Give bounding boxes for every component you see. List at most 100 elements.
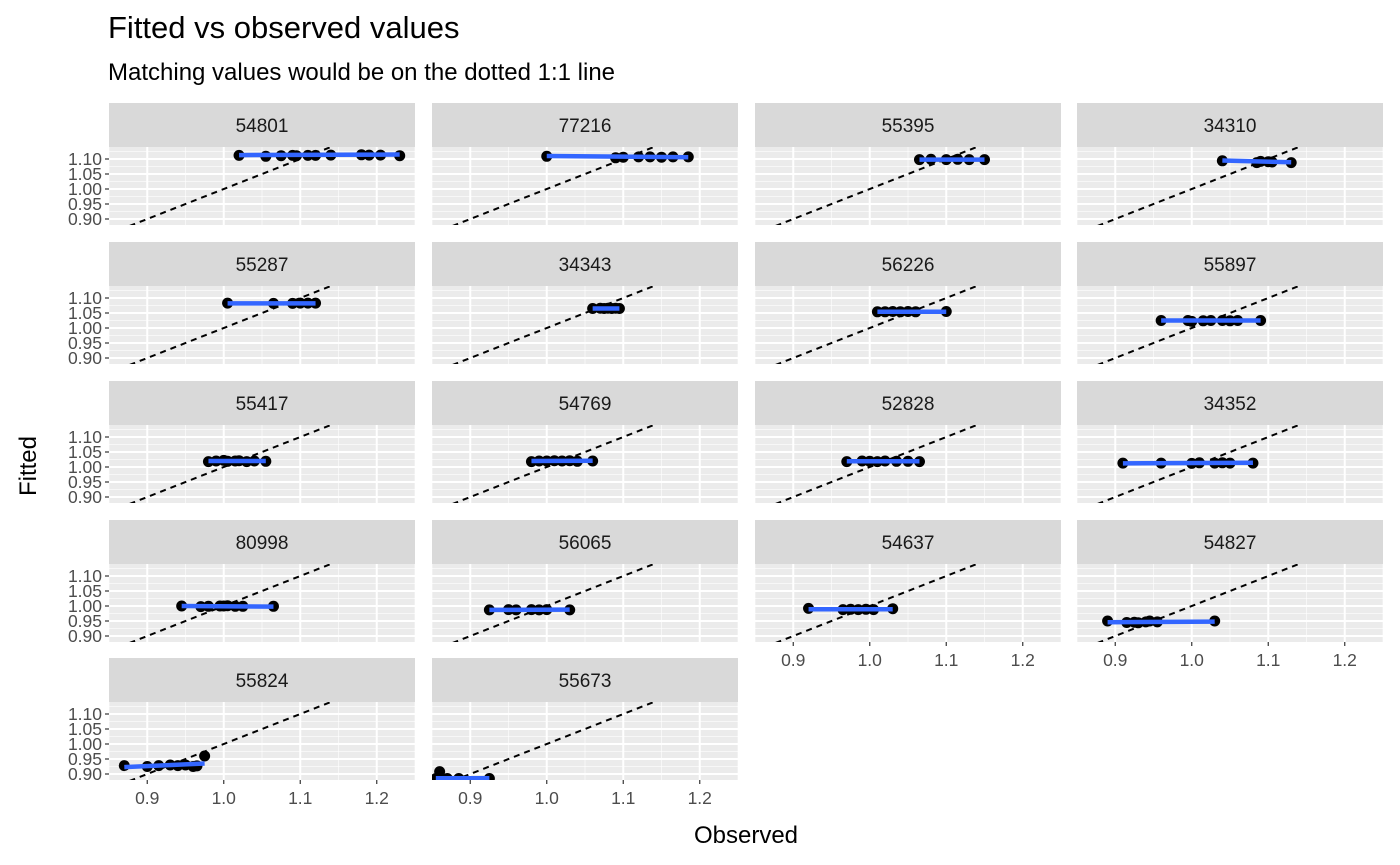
x-tick-label: 1.1 (1256, 650, 1280, 670)
facet-strip (432, 658, 738, 702)
facet-panel: 54827 0.9 1.0 1.1 1.2 (1076, 520, 1384, 670)
facet-label: 55417 (236, 394, 289, 415)
y-tick-label: 1.05 (68, 303, 102, 323)
facet-label: 80998 (236, 533, 289, 554)
x-tick-label: 1.0 (212, 788, 237, 808)
facet-label: 34310 (1204, 116, 1257, 137)
x-tick-label: 1.0 (1180, 650, 1205, 670)
facet-strip (109, 381, 415, 425)
y-tick-label: 1.05 (68, 719, 102, 739)
x-tick-label: 1.1 (611, 788, 635, 808)
y-axis-title: Fitted (15, 436, 42, 496)
facet-panel: 77216 (431, 103, 739, 225)
facet-label: 52828 (882, 394, 935, 415)
facet-label: 56226 (882, 255, 935, 276)
facet-strip (755, 242, 1061, 286)
fit-line (1122, 460, 1253, 466)
chart-title: Fitted vs observed values (108, 10, 460, 45)
x-tick-label: 1.1 (288, 788, 312, 808)
x-tick-label: 1.2 (1011, 650, 1035, 670)
facet-panel: 55897 (1076, 242, 1384, 364)
y-tick-label: 1.00 (68, 596, 102, 616)
facet-panel: 34310 (1076, 103, 1384, 225)
facet-strip (1077, 242, 1383, 286)
fit-line (1107, 619, 1215, 625)
x-tick-label: 1.2 (688, 788, 712, 808)
facet-panel: 80998 0.900.951.001.051.10 (68, 520, 416, 646)
facet-label: 77216 (559, 116, 612, 137)
facet-data (452, 147, 694, 225)
y-tick-label: 0.90 (68, 626, 102, 646)
facet-strip (109, 242, 415, 286)
y-tick-label: 0.95 (68, 194, 102, 214)
facet-data (775, 147, 990, 225)
facet-panel: 52828 (754, 381, 1062, 503)
facet-strip (1077, 520, 1383, 564)
facet-label: 55897 (1204, 255, 1257, 276)
fit-line (1222, 158, 1292, 165)
y-tick-label: 1.00 (68, 318, 102, 338)
facet-strip (109, 520, 415, 564)
data-point (434, 766, 446, 778)
y-tick-label: 1.05 (68, 442, 102, 462)
facet-label: 54637 (882, 533, 935, 554)
x-axis-title: Observed (694, 822, 798, 849)
y-tick-label: 0.90 (68, 487, 102, 507)
facet-data (1097, 425, 1302, 503)
facet-data (129, 425, 334, 503)
facet-label: 55673 (559, 671, 612, 692)
facet-strip (1077, 381, 1383, 425)
x-tick-label: 1.1 (934, 650, 958, 670)
fit-line (239, 152, 400, 158)
facet-strip (755, 103, 1061, 147)
chart-subtitle: Matching values would be on the dotted 1… (108, 59, 615, 86)
facet-data (775, 286, 980, 364)
y-tick-label: 0.95 (68, 333, 102, 353)
facet-strip (755, 381, 1061, 425)
facet-label: 55824 (236, 671, 289, 692)
facet-panel: 55287 0.900.951.001.051.10 (68, 242, 416, 368)
facet-strip (432, 520, 738, 564)
facet-data (452, 425, 657, 503)
facet-panel: 55673 0.9 1.0 1.1 1.2 (431, 658, 739, 808)
facet-data (129, 564, 334, 642)
y-tick-label: 0.95 (68, 472, 102, 492)
facet-label: 34352 (1204, 394, 1257, 415)
facet-data (432, 702, 657, 780)
facet-panel: 55824 0.900.951.001.051.10 0.9 1.0 1.1 1.2 (68, 658, 416, 808)
facet-panel: 54801 0.900.951.001.051.10 (68, 103, 416, 229)
y-tick-label: 1.10 (68, 149, 102, 169)
x-tick-label: 0.9 (781, 650, 805, 670)
fit-line (124, 761, 205, 770)
data-point (199, 750, 211, 762)
y-tick-label: 1.10 (68, 288, 102, 308)
y-tick-label: 1.10 (68, 427, 102, 447)
facet-label: 54827 (1204, 533, 1257, 554)
facet-strip (109, 103, 415, 147)
facet-strip (432, 381, 738, 425)
facet-label: 55395 (882, 116, 935, 137)
y-tick-label: 0.90 (68, 764, 102, 784)
data-point (233, 149, 245, 161)
fit-line (181, 603, 274, 609)
facet-data (1097, 564, 1302, 642)
facet-strip (432, 103, 738, 147)
facet-panel: 34343 (431, 242, 739, 364)
facet-strip (755, 520, 1061, 564)
facet-data (118, 702, 334, 780)
y-tick-label: 1.00 (68, 734, 102, 754)
y-tick-label: 1.10 (68, 566, 102, 586)
data-point (1285, 157, 1297, 169)
facet-label: 54769 (559, 394, 612, 415)
facet-data (129, 286, 334, 364)
facet-data (775, 564, 980, 642)
x-tick-label: 0.9 (458, 788, 482, 808)
x-tick-label: 1.0 (535, 788, 560, 808)
facet-strip (109, 658, 415, 702)
facet-label: 54801 (236, 116, 289, 137)
y-tick-label: 0.95 (68, 749, 102, 769)
y-tick-label: 0.90 (68, 209, 102, 229)
facet-data (775, 425, 980, 503)
facet-panel: 55417 0.900.951.001.051.10 (68, 381, 416, 507)
